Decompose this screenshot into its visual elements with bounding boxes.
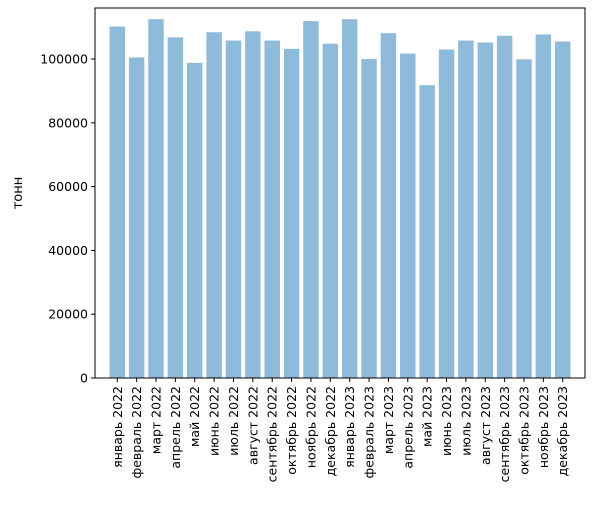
x-tick-label: октябрь 2023 xyxy=(516,386,531,475)
x-tick-label: ноябрь 2022 xyxy=(303,386,318,468)
bar-1 xyxy=(109,26,126,378)
bar-18 xyxy=(438,49,455,379)
y-tick-label: 60000 xyxy=(48,179,88,194)
y-axis-label: тонн xyxy=(11,177,26,210)
x-tick-label: апрель 2022 xyxy=(168,386,183,469)
bar-22 xyxy=(516,59,532,378)
bars-group xyxy=(109,19,571,379)
bar-23 xyxy=(535,34,552,379)
x-tick-label: декабрь 2023 xyxy=(555,386,570,476)
bar-21 xyxy=(496,35,513,378)
x-tick-label: июль 2022 xyxy=(226,386,241,456)
bar-15 xyxy=(380,33,397,379)
x-tick-label: июнь 2023 xyxy=(439,386,454,456)
bar-5 xyxy=(186,62,203,379)
x-tick-label: декабрь 2022 xyxy=(323,386,338,476)
bar-12 xyxy=(322,43,339,379)
y-tick-label: 100000 xyxy=(40,52,88,67)
bar-9 xyxy=(264,40,280,378)
bar-13 xyxy=(341,19,358,379)
x-tick-label: сентябрь 2023 xyxy=(497,386,512,482)
x-tick-label: август 2022 xyxy=(245,386,260,465)
plot-frame xyxy=(94,7,586,379)
bar-3 xyxy=(148,19,164,379)
x-tick-label: апрель 2023 xyxy=(400,386,415,469)
x-tick-label: май 2023 xyxy=(420,386,435,447)
x-tick-label: март 2022 xyxy=(149,386,164,454)
x-tick-label: март 2023 xyxy=(381,386,396,454)
bar-2 xyxy=(128,57,145,378)
x-tick-label: ноябрь 2023 xyxy=(536,386,551,468)
x-tick-label: февраль 2022 xyxy=(129,386,144,478)
y-tick-label: 40000 xyxy=(48,243,88,258)
x-tick-label: октябрь 2022 xyxy=(284,386,299,475)
bar-19 xyxy=(458,40,474,378)
bar-14 xyxy=(361,59,377,378)
y-axis: 0 20000 40000 60000 80000 100000 xyxy=(40,52,95,386)
y-tick-label: 80000 xyxy=(48,115,88,130)
bar-7 xyxy=(225,40,242,378)
bar-17 xyxy=(419,85,435,379)
bar-6 xyxy=(206,32,222,378)
bar-10 xyxy=(283,48,300,379)
x-tick-label: январь 2023 xyxy=(342,386,357,468)
x-tick-label: январь 2022 xyxy=(110,386,125,468)
y-tick-label: 20000 xyxy=(48,307,88,322)
bar-11 xyxy=(303,21,319,379)
bar-16 xyxy=(400,53,416,379)
bar-8 xyxy=(245,31,261,378)
x-tick-label: май 2022 xyxy=(187,386,202,447)
x-axis: январь 2022 февраль 2022 март 2022 апрель 2… xyxy=(110,378,570,482)
x-tick-label: август 2023 xyxy=(478,386,493,465)
x-tick-label: июнь 2022 xyxy=(207,386,222,456)
x-tick-label: июль 2023 xyxy=(458,386,473,456)
x-tick-label: сентябрь 2022 xyxy=(265,386,280,482)
x-tick-label: февраль 2023 xyxy=(362,386,377,478)
y-tick-label: 0 xyxy=(80,371,88,386)
bar-4 xyxy=(167,37,184,379)
bar-20 xyxy=(477,42,494,379)
bar-24 xyxy=(554,41,571,378)
